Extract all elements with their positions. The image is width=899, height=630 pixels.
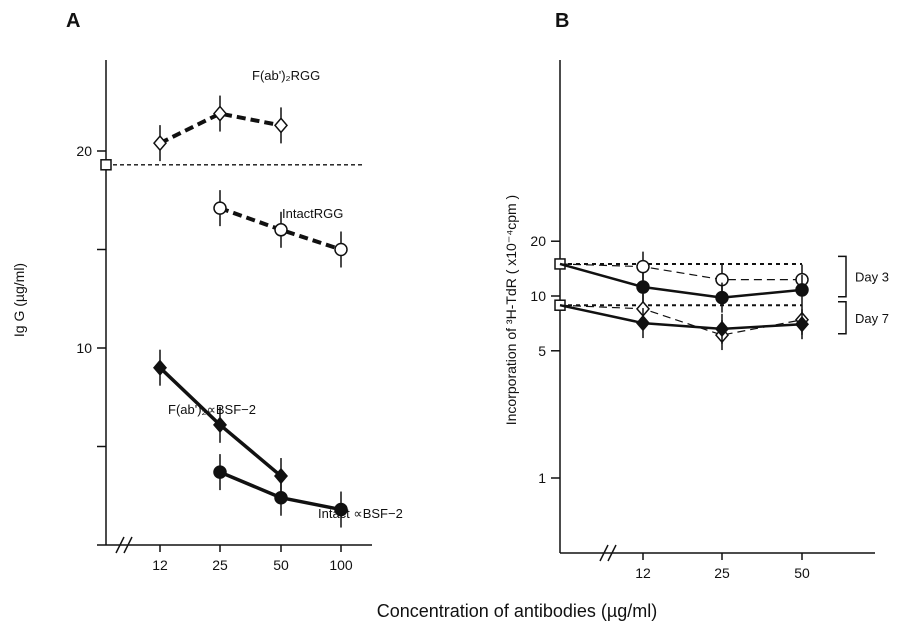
panel-letter-a: A xyxy=(66,10,80,32)
axis-break-mark xyxy=(123,536,133,554)
data-point xyxy=(213,416,227,433)
series-line xyxy=(559,262,803,299)
group-bracket xyxy=(838,255,847,298)
x-tick-label: 50 xyxy=(273,557,289,573)
axis-break-mark xyxy=(607,544,617,562)
data-point xyxy=(334,242,348,257)
data-point xyxy=(334,502,348,517)
x-tick-label: 12 xyxy=(152,557,168,573)
group-label: Day 7 xyxy=(855,311,889,326)
data-point xyxy=(153,359,167,376)
data-point xyxy=(153,134,167,152)
series-line xyxy=(559,304,803,336)
x-tick-label: 100 xyxy=(329,557,353,573)
x-tick-label: 12 xyxy=(635,565,651,581)
series-line xyxy=(159,111,282,145)
data-point xyxy=(274,490,288,505)
data-point xyxy=(715,290,729,305)
control-marker xyxy=(100,159,112,171)
y-tick-label: 10 xyxy=(76,340,92,356)
shared-x-axis-label: Concentration of antibodies (µg/ml) xyxy=(377,601,658,621)
data-point xyxy=(274,223,288,237)
data-point xyxy=(715,320,729,337)
data-point xyxy=(274,117,288,134)
data-point xyxy=(636,280,650,294)
panel-letter-b: B xyxy=(555,10,569,32)
x-tick-label: 25 xyxy=(212,557,228,573)
y-tick-label: 5 xyxy=(538,343,546,359)
data-point xyxy=(636,259,650,274)
data-point xyxy=(213,201,227,215)
chart-panel-a: A 10 20 12 25 50 100 Ig G (µg/ml) F(ab')₂RGG Inta… xyxy=(11,10,403,573)
y-tick-label: 20 xyxy=(76,143,92,159)
group-bracket xyxy=(838,300,847,335)
y-tick-label: 1 xyxy=(538,470,546,486)
chart-panel-b: B 1 5 10 20 12 25 50 Incorporation of ³H-TdR ( x… xyxy=(503,10,889,581)
series-line xyxy=(559,303,803,331)
series-label: IntactRGG xyxy=(282,206,343,221)
y-axis-label: Ig G (µg/ml) xyxy=(11,263,27,337)
y-tick-label: 10 xyxy=(530,288,546,304)
axis-break-mark xyxy=(115,536,125,554)
x-tick-label: 50 xyxy=(794,565,810,581)
y-axis-label: Incorporation of ³H-TdR ( x10⁻⁴cpm ) xyxy=(503,195,519,425)
y-tick-label: 20 xyxy=(530,233,546,249)
series-label: F(ab')₂∝BSF−2 xyxy=(168,402,256,417)
group-label: Day 3 xyxy=(855,270,889,285)
x-tick-label: 25 xyxy=(714,565,730,581)
series-line xyxy=(559,263,802,281)
data-point xyxy=(213,105,227,122)
data-point xyxy=(636,314,650,332)
data-point xyxy=(213,465,227,479)
series-label: Intact ∝BSF−2 xyxy=(318,506,403,521)
axis-break-mark xyxy=(599,544,609,562)
data-point xyxy=(795,283,809,297)
data-point xyxy=(795,316,809,333)
series-label: F(ab')₂RGG xyxy=(252,68,320,83)
